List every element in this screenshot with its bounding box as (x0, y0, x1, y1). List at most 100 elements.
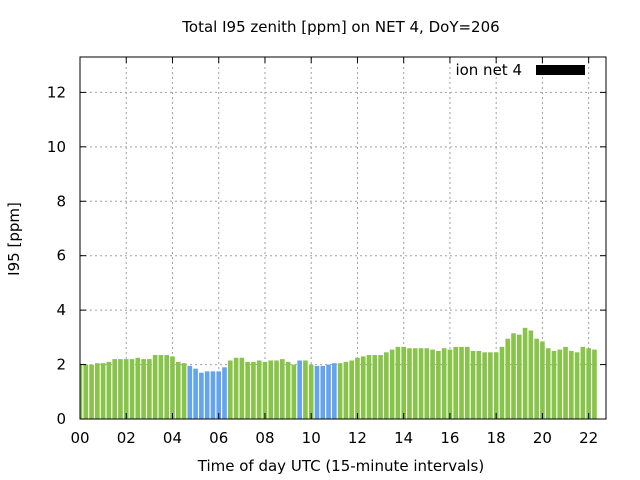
bar (175, 361, 181, 419)
bar (407, 348, 412, 419)
bar (412, 348, 418, 419)
y-tick-label: 0 (56, 410, 66, 428)
bar (187, 365, 193, 419)
bar (297, 360, 302, 419)
bar (326, 364, 331, 419)
bar (401, 346, 407, 419)
bar (424, 348, 430, 419)
bar (586, 348, 591, 419)
bar (193, 368, 198, 419)
bar (239, 357, 245, 419)
bar (482, 352, 487, 419)
bar (545, 348, 551, 419)
bar (470, 350, 476, 419)
bar (262, 361, 268, 419)
x-tick-label: 06 (209, 429, 228, 447)
bar (349, 360, 354, 419)
bar (80, 364, 83, 419)
bar (123, 359, 129, 419)
bar (181, 363, 187, 419)
y-tick-labels: 0 2 4 6 8 10 12 (47, 83, 66, 428)
bars-group (80, 327, 597, 419)
bar (516, 334, 522, 419)
bar (210, 371, 216, 419)
bar (360, 356, 366, 419)
bar (395, 346, 401, 419)
y-tick-label: 12 (47, 83, 66, 101)
bar (106, 361, 112, 419)
bar (204, 371, 210, 419)
bar (332, 363, 337, 419)
bar (389, 349, 395, 419)
bar (95, 363, 100, 419)
bar (164, 355, 170, 419)
y-tick-label: 10 (47, 138, 66, 156)
legend-swatch (536, 65, 585, 75)
bar (129, 359, 135, 419)
y-tick-label: 2 (56, 356, 66, 374)
bar (488, 352, 493, 419)
plot-frame (79, 56, 607, 420)
bar (274, 360, 279, 419)
x-tick-label: 14 (394, 429, 413, 447)
bar (378, 355, 383, 419)
y-tick-label: 8 (56, 192, 66, 210)
x-tick-label: 10 (302, 429, 321, 447)
x-tick-label: 02 (117, 429, 136, 447)
bar (308, 364, 314, 419)
x-tick-label: 20 (533, 429, 552, 447)
bar (251, 361, 256, 419)
bar (320, 365, 326, 419)
bar (245, 361, 250, 419)
bar (441, 348, 447, 419)
y-axis-label: I95 [ppm] (5, 202, 23, 276)
bar (499, 346, 505, 419)
bar (464, 346, 470, 419)
bar (447, 349, 453, 419)
bar (366, 355, 372, 419)
x-tick-label: 00 (70, 429, 89, 447)
bar (563, 346, 568, 419)
bar (303, 360, 308, 419)
bar (551, 350, 557, 419)
x-tick-label: 04 (163, 429, 182, 447)
axis-ticks (79, 57, 606, 420)
bar (580, 346, 586, 419)
bar (268, 360, 274, 419)
legend: ion net 4 (455, 61, 585, 79)
bar (279, 359, 285, 419)
bar (493, 352, 499, 419)
y-tick-label: 4 (56, 301, 66, 319)
bar (147, 359, 152, 419)
bar (233, 357, 239, 419)
bar (285, 361, 291, 419)
bar (291, 364, 297, 419)
bar (141, 359, 146, 419)
bar (216, 371, 222, 419)
bar (459, 346, 464, 419)
bar (83, 364, 89, 419)
bar (118, 359, 123, 419)
x-tick-label: 12 (348, 429, 367, 447)
bar (372, 355, 378, 419)
bar (222, 367, 227, 419)
bar (569, 350, 574, 419)
bar (152, 355, 158, 419)
y-tick-label: 6 (56, 247, 66, 265)
bar (557, 349, 563, 419)
bar (256, 360, 262, 419)
bar (522, 327, 528, 419)
bar (158, 355, 164, 419)
bar (170, 356, 175, 419)
bar (112, 359, 117, 419)
bar (574, 352, 580, 419)
bar (505, 338, 511, 419)
bar (430, 349, 435, 419)
bar (384, 352, 389, 419)
bar (199, 372, 204, 419)
bar (100, 363, 106, 419)
bar (337, 363, 343, 419)
bar (534, 338, 539, 419)
bar (436, 350, 441, 419)
